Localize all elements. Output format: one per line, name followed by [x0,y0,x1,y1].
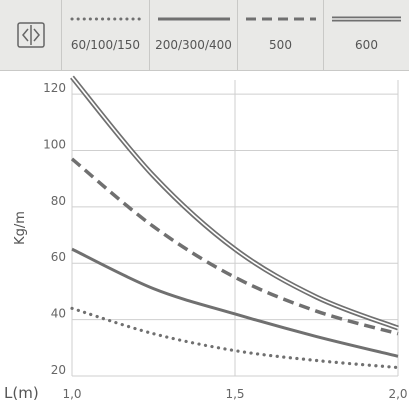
x-tick-label: 1,5 [225,387,244,401]
y-tick-label: 80 [51,194,66,208]
legend-bar: 60/100/150 200/300/400 500 600 [0,0,409,71]
series-line-double-inner [71,76,399,329]
legend-label: 600 [355,38,378,52]
legend-swatch-dotted [70,17,142,21]
y-tick-label: 120 [43,81,66,95]
resize-horizontal-icon[interactable] [0,0,62,71]
legend-label: 500 [269,38,292,52]
x-tick-label: 2,0 [388,387,407,401]
y-axis-label: Kg/m [13,211,28,245]
line-chart: 20 40 60 80 100 120 1,0 1,5 2,0 L(m) Kg/m [4,75,408,402]
legend-item-double[interactable]: 600 [324,0,409,71]
legend-label: 200/300/400 [155,38,232,52]
legend-swatch-dashed [246,17,316,21]
legend-item-solid[interactable]: 200/300/400 [150,0,238,71]
y-tick-label: 40 [51,307,66,321]
x-tick-label: 1,0 [62,387,81,401]
legend-swatch-solid [158,17,230,21]
legend-swatch-double [332,16,401,22]
y-tick-label: 100 [43,137,66,151]
series-line-solid [71,247,399,358]
legend-item-dotted[interactable]: 60/100/150 [62,0,150,71]
x-axis-label: L(m) [4,384,39,402]
y-tick-label: 20 [51,363,66,377]
y-tick-label: 60 [51,250,66,264]
legend-label: 60/100/150 [70,38,141,52]
series-line-dotted [70,306,400,370]
legend-item-dashed[interactable]: 500 [238,0,324,71]
legend-icon-cell[interactable] [0,0,62,71]
series-line-dashed [70,157,399,336]
